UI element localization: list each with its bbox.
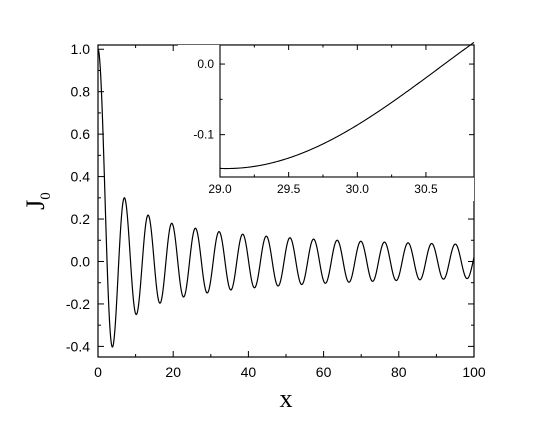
x-tick-label: 60 (316, 364, 332, 380)
y-tick-label: 0.6 (71, 126, 91, 142)
x-tick-label: 29.0 (208, 182, 232, 196)
x-tick-label: 40 (241, 364, 257, 380)
inset-ticks (219, 45, 474, 177)
inset-plot-frame (219, 44, 475, 178)
y-tick-label: 0.0 (197, 57, 214, 71)
x-tick-label: 29.5 (277, 182, 301, 196)
y-tick-label: -0.2 (66, 296, 90, 312)
y-axis-title-main: J (21, 200, 50, 210)
y-tick-label: 0.4 (71, 169, 91, 185)
x-tick-label: 80 (391, 364, 407, 380)
x-tick-label: 100 (462, 364, 486, 380)
x-tick-label: 20 (165, 364, 181, 380)
inset-tick-labels: 29.0 29.5 30.0 30.5 0.0 -0.1 (193, 57, 438, 196)
x-tick-label: 30.0 (346, 182, 370, 196)
inset-series-line (219, 41, 475, 170)
y-tick-label: 0.0 (71, 253, 91, 269)
main-tick-labels: 0 20 40 60 80 100 1.0 0.8 0.6 0.4 0.2 0.0 -0.2 -0.4 (66, 41, 486, 380)
x-tick-label: 30.5 (414, 182, 438, 196)
y-tick-label: -0.4 (66, 338, 90, 354)
inset-plot: 29.0 29.5 30.0 30.5 0.0 -0.1 (178, 41, 475, 201)
y-tick-label: 0.2 (71, 211, 91, 227)
y-axis-title-subscript: 0 (38, 192, 54, 200)
x-tick-label: 0 (94, 364, 102, 380)
main-series-line (97, 48, 475, 348)
y-tick-label: 0.8 (71, 84, 91, 100)
main-plot: 0 20 40 60 80 100 1.0 0.8 0.6 0.4 0.2 0.0 -0.2 -0.4 x… (21, 41, 486, 413)
y-tick-label: 1.0 (71, 41, 91, 57)
y-tick-label: -0.1 (193, 128, 214, 142)
inset-background (178, 45, 474, 201)
x-axis-title: x (280, 384, 293, 413)
y-axis-title: J0 (21, 192, 54, 210)
